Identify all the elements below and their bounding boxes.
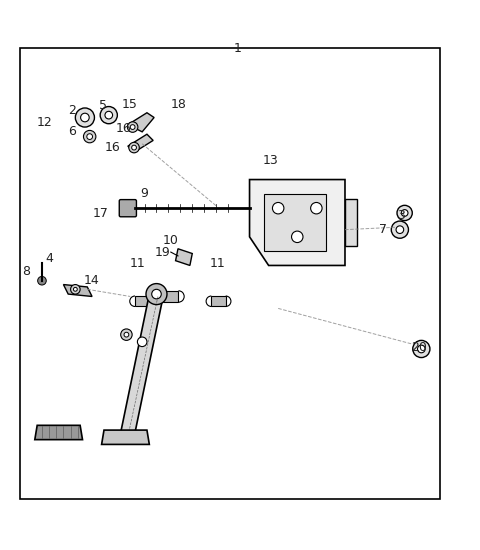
Circle shape: [291, 231, 303, 243]
Text: 7: 7: [379, 223, 387, 236]
Circle shape: [401, 210, 408, 216]
Circle shape: [129, 142, 139, 153]
Text: 8: 8: [22, 265, 30, 278]
Polygon shape: [128, 113, 154, 132]
Text: 11: 11: [130, 256, 145, 270]
Bar: [135, 296, 149, 306]
Circle shape: [130, 125, 135, 129]
Circle shape: [100, 107, 117, 124]
Bar: [211, 296, 226, 306]
Circle shape: [84, 130, 96, 143]
Text: 10: 10: [163, 234, 179, 247]
Polygon shape: [63, 284, 92, 296]
Text: 19: 19: [155, 246, 170, 258]
Polygon shape: [35, 425, 83, 439]
Polygon shape: [120, 294, 164, 432]
Circle shape: [311, 202, 322, 214]
Circle shape: [87, 134, 93, 140]
Text: 4: 4: [45, 252, 53, 265]
Bar: [163, 291, 179, 302]
Polygon shape: [250, 179, 345, 266]
Polygon shape: [102, 430, 149, 444]
Text: 17: 17: [93, 207, 108, 221]
Circle shape: [413, 340, 430, 358]
Text: 9: 9: [141, 188, 148, 200]
Circle shape: [391, 221, 408, 238]
Circle shape: [105, 111, 113, 119]
Circle shape: [71, 284, 80, 294]
Circle shape: [397, 205, 412, 221]
Text: 16: 16: [115, 122, 131, 135]
FancyBboxPatch shape: [119, 200, 136, 217]
Circle shape: [127, 122, 138, 133]
Text: 1: 1: [234, 42, 241, 55]
FancyBboxPatch shape: [264, 194, 326, 251]
Polygon shape: [176, 249, 192, 266]
Circle shape: [73, 288, 77, 292]
Text: 13: 13: [263, 154, 279, 167]
Text: 18: 18: [171, 98, 187, 111]
Text: 16: 16: [104, 141, 120, 153]
Text: 15: 15: [121, 98, 137, 111]
Text: 3: 3: [397, 209, 405, 222]
Text: 2: 2: [68, 104, 76, 117]
Text: 14: 14: [83, 274, 99, 287]
Polygon shape: [345, 199, 357, 246]
Text: 20: 20: [411, 341, 427, 354]
Circle shape: [124, 332, 129, 337]
Circle shape: [37, 277, 46, 285]
Circle shape: [137, 337, 147, 346]
Text: 5: 5: [98, 99, 107, 112]
Circle shape: [396, 226, 404, 234]
Circle shape: [146, 284, 167, 305]
Text: 12: 12: [36, 116, 52, 129]
Text: 6: 6: [68, 125, 76, 139]
Circle shape: [152, 289, 161, 299]
Circle shape: [81, 113, 89, 122]
Circle shape: [132, 145, 136, 150]
Circle shape: [75, 108, 95, 127]
Circle shape: [120, 329, 132, 340]
Circle shape: [418, 345, 425, 353]
Text: 11: 11: [209, 256, 225, 270]
Polygon shape: [128, 134, 153, 152]
Circle shape: [273, 202, 284, 214]
